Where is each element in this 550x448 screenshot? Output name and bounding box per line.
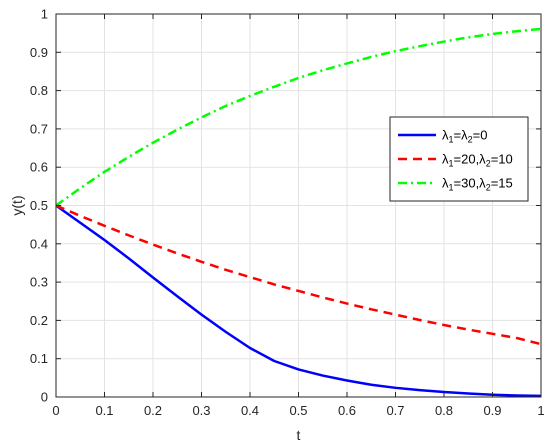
legend-label-3: λ1=30,λ2=15 [442, 176, 513, 193]
x-tick-label: 0 [52, 403, 59, 418]
x-tick-label: 0.9 [483, 403, 501, 418]
x-tick-label: 0.7 [386, 403, 404, 418]
x-tick-label: 1 [537, 403, 544, 418]
legend-text-part: λ [442, 128, 449, 143]
series-line-3 [55, 27, 542, 207]
x-tick-label: 0.5 [289, 403, 307, 418]
legend-text-part: =10 [491, 152, 513, 167]
y-tick-label: 0.8 [30, 83, 48, 98]
series-line-1 [55, 204, 542, 398]
legend-text-part: =λ [454, 128, 469, 143]
x-tick-label: 0.3 [192, 403, 210, 418]
legend-text-part: =30,λ [454, 176, 487, 191]
legend-text-part: λ [442, 176, 449, 191]
y-tick-label: 1 [41, 7, 48, 22]
x-tick-label: 0.1 [95, 403, 113, 418]
plot-lines [55, 27, 542, 398]
legend-text-part: λ [442, 152, 449, 167]
y-tick-label: 0.6 [30, 160, 48, 175]
legend-subscript: 1 [449, 183, 454, 193]
legend-text-part: =0 [473, 128, 488, 143]
y-tick-label: 0.2 [30, 313, 48, 328]
x-tick-label: 0.8 [435, 403, 453, 418]
y-tick-label: 0 [41, 390, 48, 405]
tick-labels: 0 0.1 0.2 0.3 0.4 0.5 0.6 0.7 0.8 0.9 1 0 0.1 0.2 0.3 0… [30, 7, 545, 419]
y-tick-label: 0.7 [30, 121, 48, 136]
y-axis-label: y(t) [9, 195, 25, 215]
x-tick-label: 0.2 [144, 403, 162, 418]
legend-text-part: =20,λ [454, 152, 487, 167]
y-tick-label: 0.3 [30, 275, 48, 290]
legend-subscript: 2 [486, 183, 491, 193]
legend-subscript: 1 [449, 135, 454, 145]
legend-label-2: λ1=20,λ2=10 [442, 152, 513, 169]
ticks [55, 13, 542, 398]
legend-subscript: 1 [449, 159, 454, 169]
y-tick-label: 0.4 [30, 236, 48, 251]
legend-subscript: 2 [468, 135, 473, 145]
x-tick-label: 0.4 [241, 403, 259, 418]
legend-subscript: 2 [486, 159, 491, 169]
x-tick-label: 0.6 [338, 403, 356, 418]
x-axis-label: t [297, 427, 301, 443]
legend-label-1: λ1=λ2=0 [442, 128, 487, 145]
legend-text-part: =15 [491, 176, 513, 191]
y-tick-label: 0.5 [30, 198, 48, 213]
y-tick-label: 0.1 [30, 351, 48, 366]
series-line-2 [55, 204, 542, 346]
y-tick-label: 0.9 [30, 45, 48, 60]
